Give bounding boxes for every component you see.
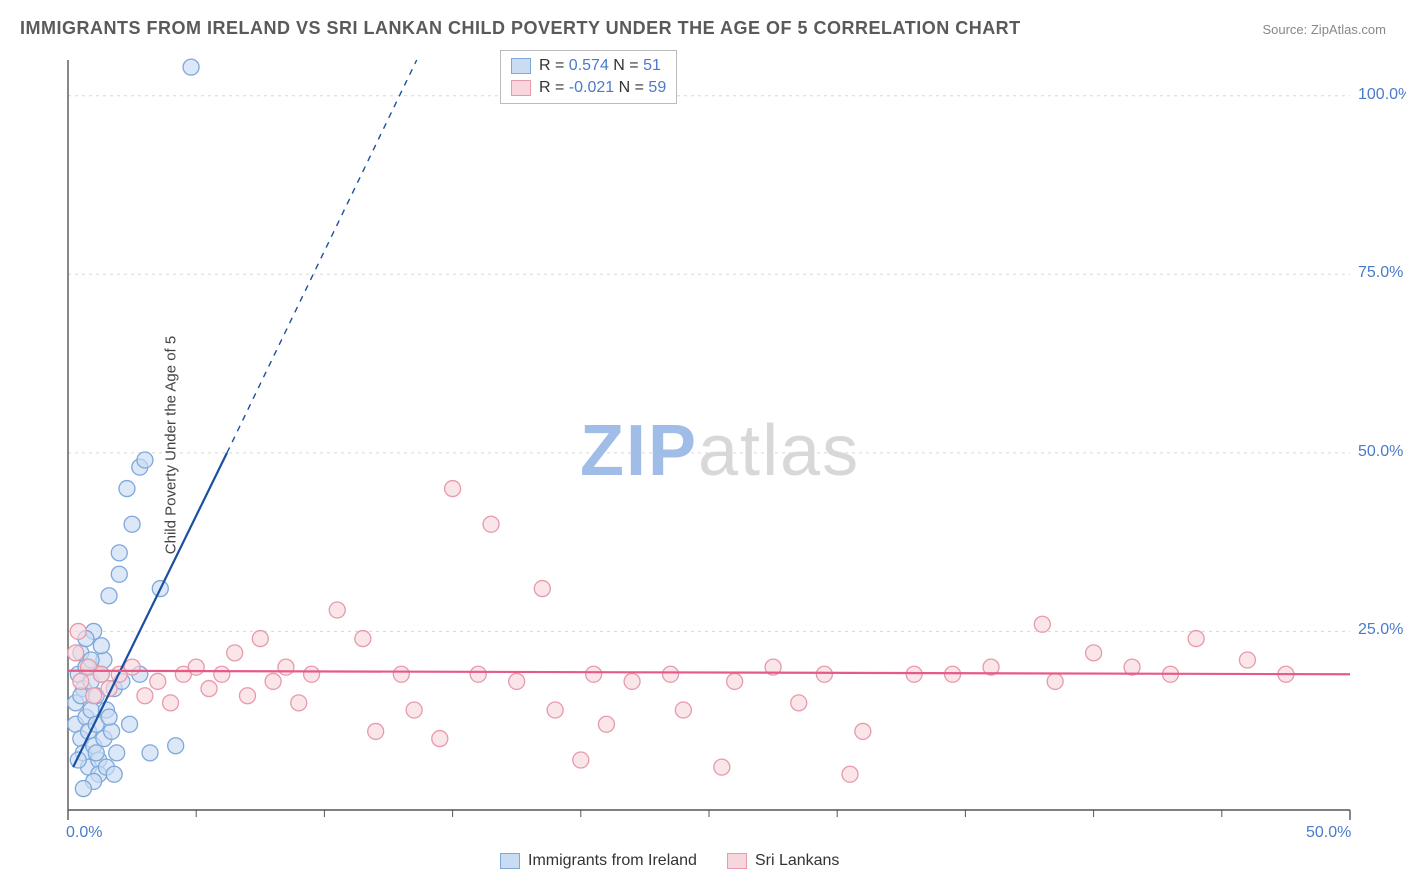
legend-swatch xyxy=(511,80,531,96)
legend-swatch xyxy=(511,58,531,74)
scatter-plot: Child Poverty Under the Age of 5 xyxy=(50,50,1386,840)
legend-correlation-row: R = -0.021 N = 59 xyxy=(511,77,666,99)
legend-swatch xyxy=(500,853,520,869)
legend-series-item: Immigrants from Ireland xyxy=(500,852,697,870)
x-tick-label: 50.0% xyxy=(1306,824,1351,842)
y-axis-label: Child Poverty Under the Age of 5 xyxy=(163,336,180,554)
legend-series-label: Immigrants from Ireland xyxy=(528,852,697,870)
legend-series: Immigrants from Ireland Sri Lankans xyxy=(500,852,839,870)
legend-series-item: Sri Lankans xyxy=(727,852,840,870)
legend-series-label: Sri Lankans xyxy=(755,852,840,870)
source-value: ZipAtlas.com xyxy=(1311,22,1386,37)
legend-correlation-text: R = 0.574 N = 51 xyxy=(539,57,661,75)
source-attribution: Source: ZipAtlas.com xyxy=(1262,22,1386,37)
legend-correlation-text: R = -0.021 N = 59 xyxy=(539,79,666,97)
x-tick-label: 0.0% xyxy=(66,824,102,842)
plot-svg xyxy=(50,50,1386,840)
chart-title: IMMIGRANTS FROM IRELAND VS SRI LANKAN CH… xyxy=(20,18,1021,39)
legend-correlation-row: R = 0.574 N = 51 xyxy=(511,55,666,77)
legend-correlation-box: R = 0.574 N = 51 R = -0.021 N = 59 xyxy=(500,50,677,104)
legend-swatch xyxy=(727,853,747,869)
source-label: Source: xyxy=(1262,22,1310,37)
